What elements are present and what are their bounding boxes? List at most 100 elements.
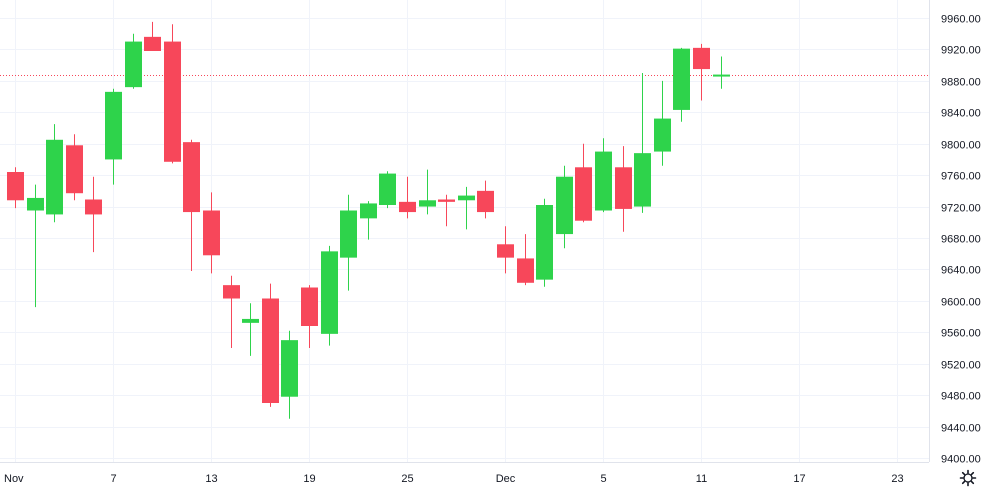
settings-gear-icon[interactable] — [959, 469, 977, 487]
y-tick-label: 9400.00 — [941, 454, 981, 466]
y-tick-label: 9880.00 — [941, 77, 981, 89]
candle-up[interactable] — [105, 88, 122, 185]
candle-up[interactable] — [281, 330, 298, 419]
candle-up[interactable] — [360, 201, 377, 240]
candle-down[interactable] — [575, 143, 592, 223]
x-tick-label: 11 — [696, 473, 707, 485]
candle-up[interactable] — [654, 80, 671, 166]
candle-up[interactable] — [419, 169, 436, 215]
gear-tooth — [970, 471, 975, 476]
candle-down[interactable] — [517, 234, 534, 286]
candle-up[interactable] — [125, 33, 142, 89]
candle-down[interactable] — [438, 194, 455, 227]
candle-down[interactable] — [301, 285, 318, 348]
candle-down[interactable] — [477, 180, 494, 219]
candle-body — [66, 145, 83, 194]
candle-down[interactable] — [203, 192, 220, 274]
candle-down[interactable] — [615, 146, 632, 232]
candle-body — [438, 199, 455, 202]
x-axis[interactable]: Nov 7 13 19 25 Dec 5 11 17 23 — [4, 473, 904, 485]
x-tick-label: 17 — [793, 473, 805, 485]
candle-body — [242, 318, 259, 323]
candle-down[interactable] — [85, 176, 102, 253]
candle-body — [164, 41, 181, 162]
candle-body — [693, 47, 710, 70]
candle-down[interactable] — [262, 283, 279, 407]
candle-down[interactable] — [183, 139, 200, 271]
candle-body — [458, 195, 475, 201]
candle-body — [27, 197, 44, 211]
x-tick-label: Nov — [4, 473, 24, 485]
candle-body — [46, 139, 63, 215]
candle-up[interactable] — [536, 198, 553, 287]
candle-up[interactable] — [242, 303, 259, 356]
candle-up[interactable] — [595, 138, 612, 213]
y-tick-label: 9840.00 — [941, 108, 981, 120]
candle-up[interactable] — [556, 165, 573, 249]
candle-body — [301, 287, 318, 326]
candle-down[interactable] — [223, 275, 240, 348]
candle-up[interactable] — [713, 56, 730, 89]
candle-body — [477, 190, 494, 213]
candle-down[interactable] — [497, 226, 514, 274]
candle-body — [379, 173, 396, 205]
gear-tooth — [961, 480, 966, 485]
y-tick-label: 9680.00 — [941, 234, 981, 246]
candle-body — [125, 41, 142, 88]
candle-body — [321, 251, 338, 334]
candle-up[interactable] — [340, 194, 357, 291]
candle-up[interactable] — [379, 171, 396, 209]
candle-down[interactable] — [693, 43, 710, 101]
candle-up[interactable] — [46, 124, 63, 223]
y-tick-label: 9760.00 — [941, 171, 981, 183]
candle-body — [575, 167, 592, 221]
candles — [7, 21, 730, 419]
candle-body — [340, 210, 357, 258]
candle-up[interactable] — [27, 184, 44, 308]
candle-up[interactable] — [673, 47, 690, 122]
candle-body — [281, 340, 298, 397]
candle-body — [7, 172, 24, 201]
candle-body — [517, 258, 534, 283]
candle-body — [399, 201, 416, 213]
candle-body — [536, 205, 553, 280]
gear-ring — [963, 473, 973, 483]
candle-body — [595, 151, 612, 211]
candle-down[interactable] — [144, 21, 161, 51]
x-tick-label: 19 — [303, 473, 315, 485]
y-tick-label: 9600.00 — [941, 297, 981, 309]
y-tick-label: 9960.00 — [941, 14, 981, 26]
x-tick-label: 5 — [600, 473, 606, 485]
candle-body — [556, 176, 573, 235]
candle-down[interactable] — [66, 134, 83, 201]
candle-body — [183, 142, 200, 213]
y-tick-label: 9520.00 — [941, 360, 981, 372]
y-tick-label: 9560.00 — [941, 328, 981, 340]
candle-down[interactable] — [7, 167, 24, 209]
y-axis[interactable]: 9400.00 9440.00 9480.00 9520.00 9560.00 9600.… — [941, 14, 981, 466]
gear-tooth — [970, 480, 975, 485]
candle-down[interactable] — [164, 24, 181, 164]
candle-body — [634, 153, 651, 207]
x-tick-label: 13 — [205, 473, 217, 485]
candle-body — [144, 36, 161, 51]
candle-body — [262, 298, 279, 403]
candle-body — [360, 203, 377, 219]
x-tick-label: 7 — [110, 473, 116, 485]
candle-body — [105, 91, 122, 160]
x-tick-label: Dec — [496, 473, 516, 485]
candle-up[interactable] — [634, 73, 651, 213]
candle-body — [615, 167, 632, 209]
candle-down[interactable] — [399, 176, 416, 219]
candle-body — [713, 74, 730, 77]
candle-body — [203, 210, 220, 256]
y-tick-label: 9720.00 — [941, 203, 981, 215]
candle-up[interactable] — [458, 186, 475, 230]
candle-up[interactable] — [321, 245, 338, 346]
y-tick-label: 9440.00 — [941, 423, 981, 435]
candle-body — [85, 199, 102, 215]
y-tick-label: 9800.00 — [941, 140, 981, 152]
x-tick-label: 23 — [891, 473, 903, 485]
